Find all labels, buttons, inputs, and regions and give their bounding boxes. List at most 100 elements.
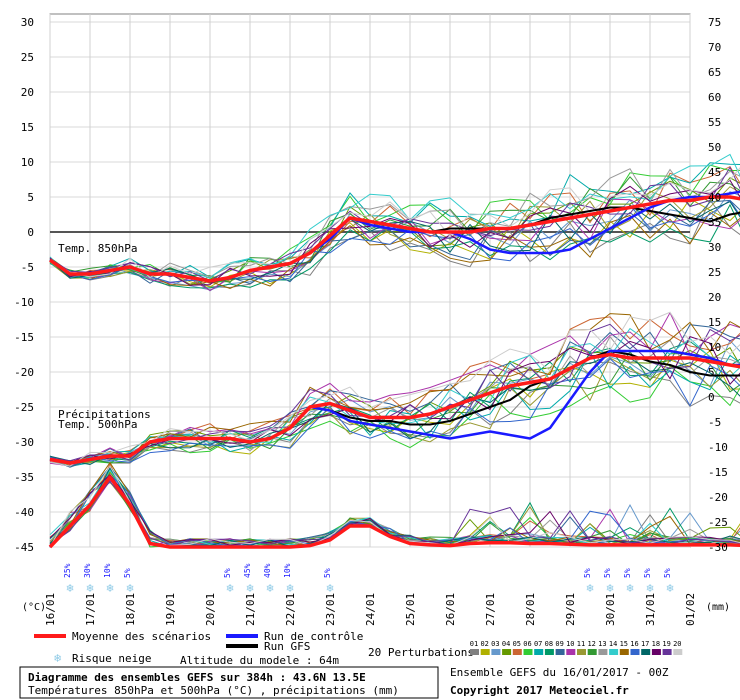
x-tick-label: 27/01 (484, 593, 497, 626)
pert-id-label: 10 (566, 640, 574, 648)
pert-swatch (534, 649, 544, 655)
right-tick-label: 35 (708, 216, 721, 229)
snowflake-icon: ❄ (626, 581, 633, 595)
title-box (19, 666, 439, 699)
x-tick-label: 18/01 (124, 593, 137, 626)
pert-id-label: 09 (555, 640, 563, 648)
pert-id-label: 08 (545, 640, 553, 648)
perturbation-t850-line (49, 153, 740, 279)
snowflake-icon: ❄ (226, 581, 233, 595)
x-tick-label: 17/01 (84, 593, 97, 626)
perturbation-t850-line (49, 167, 740, 279)
snow-risk-pct: 25% (63, 563, 72, 578)
left-tick-label: 10 (21, 156, 34, 169)
perturbation-t500-line (49, 313, 740, 463)
snow-risk-row: 25% ❄ 30% ❄ 10% ❄ 5% ❄ 5% ❄ 45% ❄ 40% ❄ 10% ❄ 5% ❄ 5% ❄ 5% ❄ 5… (63, 563, 674, 595)
snowflake-icon: ❄ (86, 581, 93, 595)
pert-swatch (523, 649, 533, 655)
chart-subtitle: Températures 850hPa et 500hPa (°C) , pré… (28, 684, 399, 697)
perturbation-t500-line (49, 323, 740, 462)
pert-swatch (555, 649, 565, 655)
pert-swatch (641, 649, 651, 655)
left-tick-label: -30 (14, 436, 34, 449)
pert-id-label: 13 (598, 640, 606, 648)
x-tick-label: 28/01 (524, 593, 537, 626)
perturbation-t500-line (49, 357, 740, 464)
right-tick-label: 45 (708, 166, 721, 179)
x-tick-label: 31/01 (644, 593, 657, 626)
pert-swatch (587, 649, 597, 655)
x-tick-label: 24/01 (364, 593, 377, 626)
right-tick-label: -15 (708, 466, 728, 479)
right-tick-label: -25 (708, 516, 728, 529)
perturbation-t850-line (49, 165, 740, 285)
perturbation-precip-line (49, 465, 740, 548)
mean-t500-line (49, 352, 740, 465)
pert-swatch (480, 649, 490, 655)
copyright: Copyright 2017 Meteociel.fr (450, 684, 629, 697)
snowflake-icon: ❄ (326, 581, 333, 595)
snow-risk-pct: 45% (243, 563, 252, 578)
snow-risk-pct: 5% (663, 568, 672, 578)
snowflake-icon: ❄ (54, 651, 61, 665)
pert-swatch (630, 649, 640, 655)
pert-id-label: 04 (502, 640, 510, 648)
right-tick-label: 0 (708, 391, 715, 404)
legend-snow-label: Risque neige (72, 652, 151, 665)
snowflake-icon: ❄ (586, 581, 593, 595)
pert-id-label: 07 (534, 640, 542, 648)
snow-risk-pct: 5% (323, 568, 332, 578)
t500-label: Temp. 500hPa (58, 418, 137, 431)
pert-id-label: 17 (641, 640, 649, 648)
right-tick-label: 65 (708, 66, 721, 79)
x-tick-label: 20/01 (204, 593, 217, 626)
x-tick-label: 22/01 (284, 593, 297, 626)
x-tick-label: 26/01 (444, 593, 457, 626)
left-tick-label: 30 (21, 16, 34, 29)
left-tick-label: -5 (21, 261, 34, 274)
perturbation-t500-line (49, 361, 740, 464)
main-series-lines (48, 190, 740, 549)
right-tick-label: -10 (708, 441, 728, 454)
left-tick-label: -10 (14, 296, 34, 309)
right-tick-label: 60 (708, 91, 721, 104)
perturbation-t500-line (49, 311, 740, 467)
x-tick-label: 21/01 (244, 593, 257, 626)
perturbation-t500-line (49, 316, 740, 466)
perturbation-t850-line (49, 198, 740, 288)
snowflake-icon: ❄ (106, 581, 113, 595)
left-tick-label: -40 (14, 506, 34, 519)
pert-swatch (577, 649, 586, 655)
left-tick-label: 25 (21, 51, 34, 64)
left-tick-label: -45 (14, 541, 34, 554)
right-tick-label: 15 (708, 316, 721, 329)
pert-id-label: 05 (513, 640, 521, 648)
snow-risk-pct: 40% (263, 563, 272, 578)
legend: Moyenne des scénarios Run de contrôle Ru… (34, 630, 683, 667)
snow-risk-pct: 10% (103, 563, 112, 578)
perturbation-t500-line (49, 327, 740, 464)
perturbation-t500-line (49, 324, 740, 468)
snow-risk-pct: 30% (83, 563, 92, 578)
right-tick-label: 30 (708, 241, 721, 254)
right-tick-label: 25 (708, 266, 721, 279)
chart-axes: -45 -40 -35 -30 -25 -20 -15 -10 -5 0 5 10 15 20 25 30 -3… (14, 16, 728, 554)
snow-risk-pct: 5% (123, 568, 132, 578)
x-axis-labels: 16/01 17/01 18/01 19/01 20/01 21/01 22/01 23/01… (44, 593, 697, 626)
perturbation-t850-line (49, 168, 740, 278)
legend-mean-label: Moyenne des scénarios (72, 630, 211, 643)
chart-title: Diagramme des ensembles GEFS sur 384h : … (28, 671, 366, 684)
snowflake-icon: ❄ (246, 581, 253, 595)
pert-id-label: 03 (491, 640, 499, 648)
perturbation-t500-line (49, 357, 740, 465)
pert-swatch (609, 649, 619, 655)
perturbations-label: 20 Perturbations (368, 646, 474, 659)
pert-id-label: 12 (587, 640, 595, 648)
x-tick-label: 25/01 (404, 593, 417, 626)
pert-id-label: 15 (620, 640, 628, 648)
altitude-label: Altitude du modele : 64m (180, 654, 339, 667)
right-unit-label: (mm) (706, 602, 730, 613)
snow-risk-pct: 5% (643, 568, 652, 578)
x-tick-label: 29/01 (564, 593, 577, 626)
snowflake-icon: ❄ (266, 581, 273, 595)
